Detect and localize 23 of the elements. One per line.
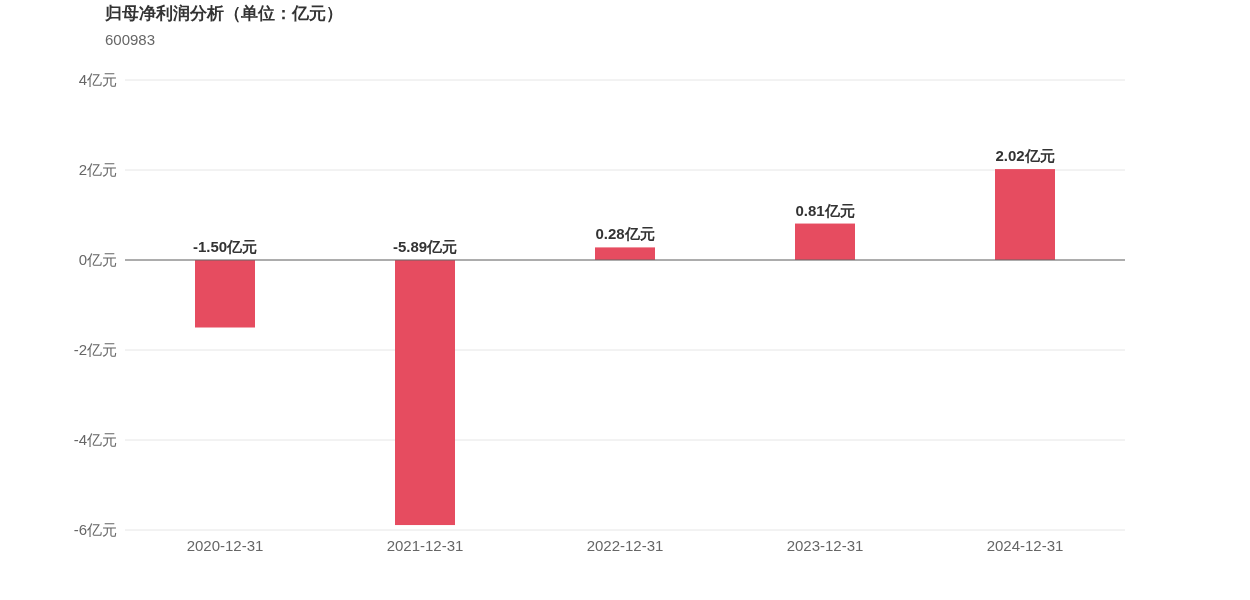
bar — [195, 260, 255, 328]
data-label: 0.28亿元 — [595, 225, 655, 243]
chart-title: 归母净利润分析（单位：亿元） — [104, 4, 343, 23]
chart-subtitle: 600983 — [105, 31, 156, 48]
x-tick-label: 2023-12-31 — [786, 537, 864, 554]
data-label: -5.89亿元 — [392, 238, 458, 255]
y-tick-label: -4亿元 — [73, 431, 117, 449]
bar — [395, 260, 455, 526]
bar — [595, 247, 655, 260]
y-tick-label: -6亿元 — [73, 521, 117, 539]
x-tick-label: 2022-12-31 — [586, 537, 664, 554]
x-tick-label: 2024-12-31 — [986, 537, 1064, 554]
x-tick-label: 2020-12-31 — [186, 537, 264, 554]
data-label: 2.02亿元 — [995, 147, 1055, 165]
bar — [995, 169, 1055, 260]
y-tick-label: 4亿元 — [78, 71, 117, 89]
y-tick-label: 2亿元 — [78, 161, 117, 179]
x-tick-label: 2021-12-31 — [386, 537, 464, 554]
data-label: 0.81亿元 — [795, 201, 855, 219]
data-label: -1.50亿元 — [192, 238, 258, 255]
y-tick-label: -2亿元 — [73, 341, 117, 359]
y-tick-label: 0亿元 — [78, 251, 117, 269]
bar — [795, 223, 855, 260]
